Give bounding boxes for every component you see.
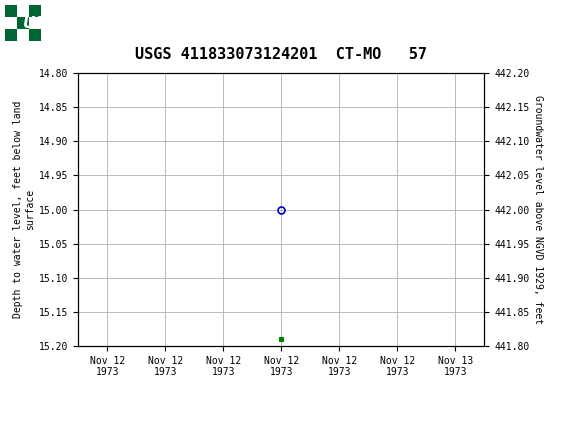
Bar bbox=[17, 17, 29, 29]
Text: USGS 411833073124201  CT-MO   57: USGS 411833073124201 CT-MO 57 bbox=[135, 47, 427, 62]
Bar bbox=[5, 5, 17, 17]
Bar bbox=[29, 29, 41, 41]
Text: USGS: USGS bbox=[23, 15, 70, 31]
Bar bbox=[5, 29, 17, 41]
Y-axis label: Groundwater level above NGVD 1929, feet: Groundwater level above NGVD 1929, feet bbox=[534, 95, 543, 324]
Bar bbox=[5, 4, 75, 41]
Y-axis label: Depth to water level, feet below land
surface: Depth to water level, feet below land su… bbox=[13, 101, 35, 318]
Bar bbox=[29, 5, 41, 17]
